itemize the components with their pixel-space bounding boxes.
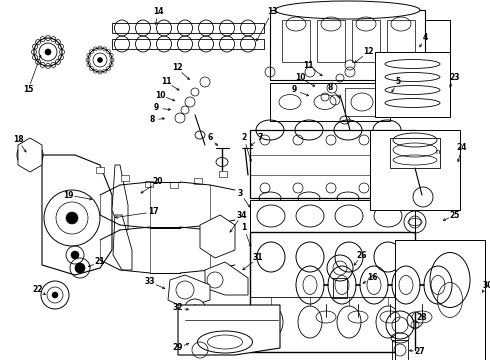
Text: 8: 8 [149,116,155,125]
Polygon shape [113,215,132,270]
Text: 7: 7 [257,134,263,143]
Text: 28: 28 [416,314,427,323]
Text: 12: 12 [172,63,182,72]
Bar [170,182,178,188]
Polygon shape [112,165,128,230]
Text: 13: 13 [267,8,277,17]
Circle shape [66,212,78,224]
Bar [145,181,153,186]
Circle shape [52,292,58,298]
Bar [112,23,264,33]
Bar [375,52,450,117]
Polygon shape [178,305,280,355]
Text: 17: 17 [147,207,158,216]
Bar [270,10,425,80]
Text: 25: 25 [450,211,460,220]
Text: 30: 30 [483,280,490,289]
Polygon shape [42,155,112,275]
Text: 19: 19 [63,190,73,199]
Text: 1: 1 [242,224,246,233]
Bar [392,340,408,360]
Text: 26: 26 [357,251,367,260]
Text: 24: 24 [457,144,467,153]
Text: 31: 31 [253,253,263,262]
Text: 9: 9 [153,104,159,112]
Text: 34: 34 [237,211,247,220]
Text: 27: 27 [415,347,425,356]
Text: 12: 12 [363,48,373,57]
Text: 2: 2 [242,134,246,143]
Text: 11: 11 [303,60,313,69]
Text: 18: 18 [13,135,24,144]
Bar [219,171,227,177]
Bar [333,278,347,298]
Bar [250,232,415,352]
Circle shape [44,190,100,246]
Text: 4: 4 [422,33,428,42]
Bar [395,240,485,360]
Bar [194,178,202,184]
Text: 8: 8 [327,84,333,93]
Bar [270,83,390,121]
Text: 15: 15 [23,85,33,94]
Text: 14: 14 [153,8,163,17]
Bar [250,200,415,232]
Text: 3: 3 [237,189,243,198]
Bar [370,130,460,210]
Text: 6: 6 [207,134,213,143]
Bar [352,20,380,62]
Text: 23: 23 [450,73,460,82]
Bar [317,20,345,62]
Circle shape [75,263,85,273]
Circle shape [184,299,206,321]
Bar [387,20,415,62]
Text: 20: 20 [153,177,163,186]
Text: 29: 29 [173,343,183,352]
Polygon shape [205,262,248,295]
Text: n: n [436,149,440,155]
Bar [96,167,104,173]
Text: 9: 9 [292,85,296,94]
Text: 22: 22 [33,285,43,294]
Circle shape [98,58,102,63]
Text: 32: 32 [173,303,183,312]
Bar [390,138,440,168]
Polygon shape [18,138,42,172]
Text: 21: 21 [95,257,105,266]
Text: 5: 5 [395,77,400,86]
Bar [345,88,380,116]
Circle shape [45,49,51,55]
Bar [250,130,415,198]
Bar [112,39,264,49]
Text: 11: 11 [161,77,171,86]
Bar [282,20,310,62]
Circle shape [71,251,79,259]
Polygon shape [168,275,210,308]
Polygon shape [200,215,235,258]
Ellipse shape [275,1,420,19]
Bar [121,175,128,181]
Text: 33: 33 [145,278,155,287]
Text: 10: 10 [295,73,305,82]
Text: 16: 16 [367,274,377,283]
Text: 10: 10 [155,90,165,99]
